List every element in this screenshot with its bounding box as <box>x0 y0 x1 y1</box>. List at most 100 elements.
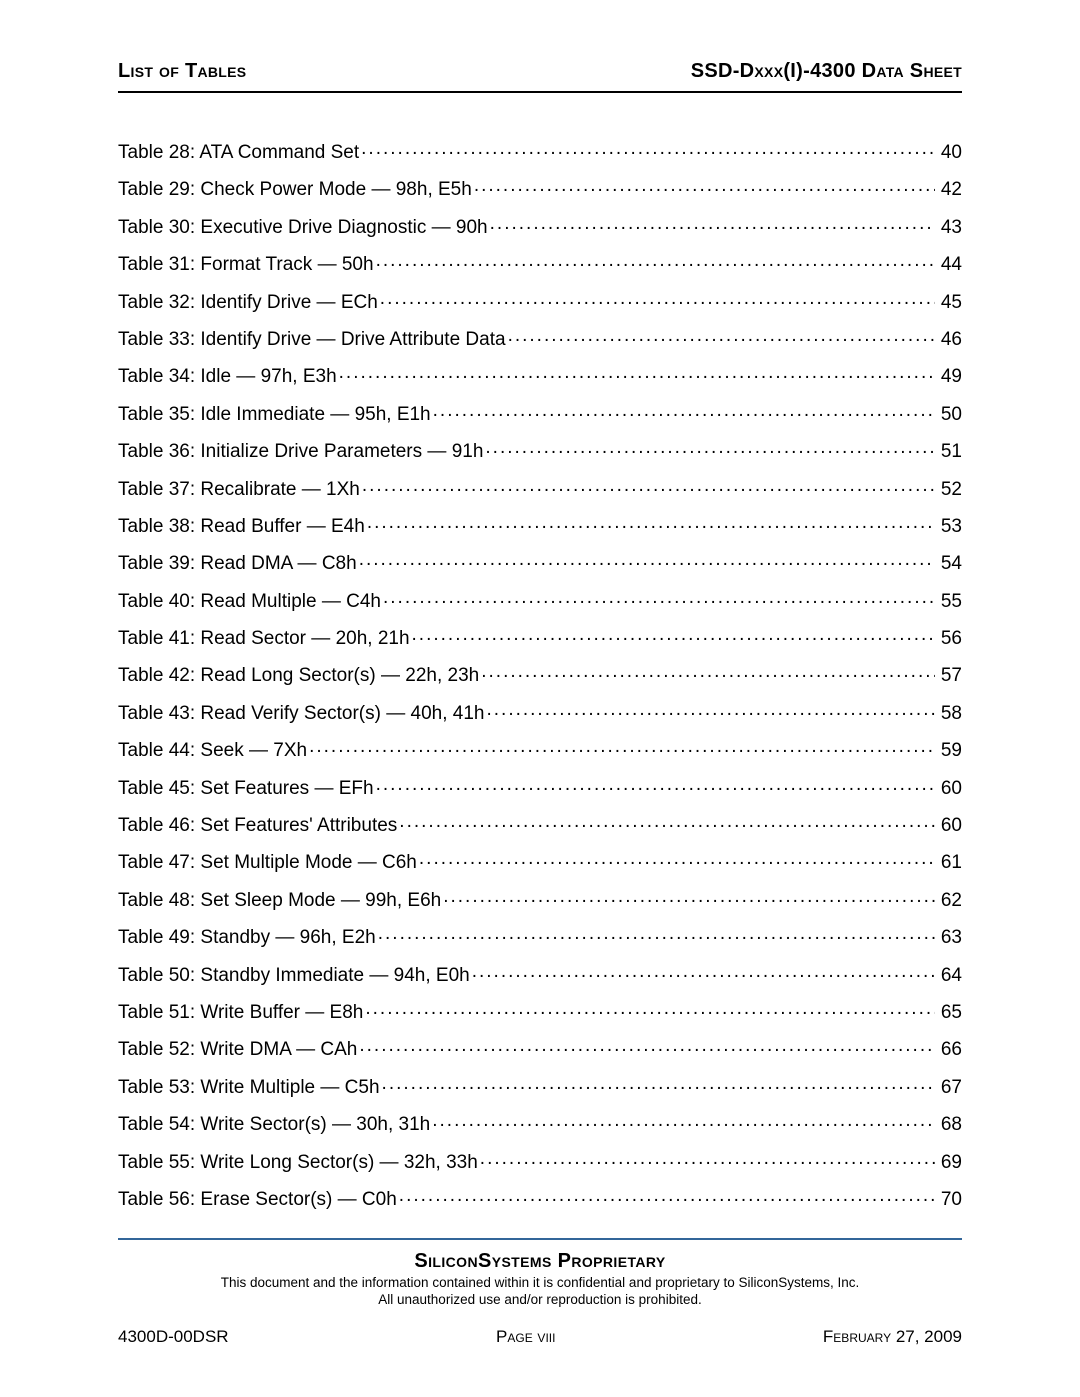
toc-page: 58 <box>937 704 962 723</box>
toc-row: Table 43: Read Verify Sector(s) — 40h, 4… <box>118 700 962 723</box>
toc-row: Table 53: Write Multiple — C5h 67 <box>118 1074 962 1097</box>
toc-row: Table 44: Seek — 7Xh59 <box>118 737 962 760</box>
toc-row: Table 38: Read Buffer — E4h53 <box>118 513 962 536</box>
toc-page: 64 <box>937 966 962 985</box>
toc-label: Table 55: Write Long Sector(s) — 32h, 33… <box>118 1153 478 1172</box>
toc-row: Table 32: Identify Drive — ECh 45 <box>118 289 962 312</box>
toc-label: Table 43: Read Verify Sector(s) — 40h, 4… <box>118 704 484 723</box>
toc-label: Table 51: Write Buffer — E8h <box>118 1003 363 1022</box>
toc-leader-dots <box>378 924 935 943</box>
toc-page: 52 <box>937 480 962 499</box>
toc-page: 60 <box>937 816 962 835</box>
toc-page: 50 <box>937 405 962 424</box>
toc-row: Table 45: Set Features — EFh 60 <box>118 775 962 798</box>
toc-label: Table 37: Recalibrate — 1Xh <box>118 480 360 499</box>
toc-leader-dots <box>433 401 935 420</box>
toc-row: Table 40: Read Multiple — C4h55 <box>118 588 962 611</box>
toc-page: 57 <box>937 666 962 685</box>
toc-leader-dots <box>376 251 935 270</box>
toc-leader-dots <box>419 849 935 868</box>
toc-row: Table 46: Set Features' Attributes 60 <box>118 812 962 835</box>
toc-leader-dots <box>376 775 935 794</box>
toc-row: Table 42: Read Long Sector(s) — 22h, 23h… <box>118 662 962 685</box>
toc-row: Table 48: Set Sleep Mode — 99h, E6h 62 <box>118 887 962 910</box>
toc-leader-dots <box>480 1149 935 1168</box>
toc-label: Table 53: Write Multiple — C5h <box>118 1078 380 1097</box>
toc-leader-dots <box>359 550 935 569</box>
list-of-tables: Table 28: ATA Command Set 40 Table 29: Che… <box>118 93 962 1238</box>
toc-label: Table 49: Standby — 96h, E2h <box>118 928 376 947</box>
toc-page: 69 <box>937 1153 962 1172</box>
toc-row: Table 30: Executive Drive Diagnostic — 9… <box>118 214 962 237</box>
toc-label: Table 30: Executive Drive Diagnostic — 9… <box>118 218 488 237</box>
toc-row: Table 34: Idle — 97h, E3h49 <box>118 363 962 386</box>
toc-page: 65 <box>937 1003 962 1022</box>
toc-leader-dots <box>472 962 935 981</box>
toc-label: Table 46: Set Features' Attributes <box>118 816 397 835</box>
toc-page: 56 <box>937 629 962 648</box>
toc-page: 53 <box>937 517 962 536</box>
toc-leader-dots <box>490 214 935 233</box>
toc-leader-dots <box>485 438 934 457</box>
toc-label: Table 56: Erase Sector(s) — C0h <box>118 1190 397 1209</box>
toc-leader-dots <box>365 999 934 1018</box>
toc-page: 40 <box>937 143 962 162</box>
toc-page: 42 <box>937 180 962 199</box>
toc-page: 68 <box>937 1115 962 1134</box>
toc-row: Table 31: Format Track — 50h44 <box>118 251 962 274</box>
toc-leader-dots <box>474 176 935 195</box>
toc-row: Table 37: Recalibrate — 1Xh 52 <box>118 476 962 499</box>
toc-row: Table 52: Write DMA — CAh 66 <box>118 1036 962 1059</box>
toc-leader-dots <box>380 289 935 308</box>
toc-row: Table 28: ATA Command Set 40 <box>118 139 962 162</box>
toc-label: Table 32: Identify Drive — ECh <box>118 293 378 312</box>
toc-page: 60 <box>937 779 962 798</box>
footer-doc-id: 4300D-00DSR <box>118 1327 229 1347</box>
toc-page: 43 <box>937 218 962 237</box>
toc-leader-dots <box>382 1074 935 1093</box>
toc-label: Table 48: Set Sleep Mode — 99h, E6h <box>118 891 441 910</box>
toc-page: 66 <box>937 1040 962 1059</box>
footer-row: 4300D-00DSR Page viii February 27, 2009 <box>118 1327 962 1347</box>
toc-label: Table 42: Read Long Sector(s) — 22h, 23h <box>118 666 479 685</box>
toc-page: 54 <box>937 554 962 573</box>
toc-leader-dots <box>412 625 935 644</box>
toc-page: 59 <box>937 741 962 760</box>
toc-leader-dots <box>367 513 935 532</box>
toc-label: Table 45: Set Features — EFh <box>118 779 374 798</box>
toc-page: 45 <box>937 293 962 312</box>
toc-row: Table 33: Identify Drive — Drive Attribu… <box>118 326 962 349</box>
toc-row: Table 39: Read DMA — C8h54 <box>118 550 962 573</box>
toc-row: Table 41: Read Sector — 20h, 21h 56 <box>118 625 962 648</box>
toc-leader-dots <box>443 887 935 906</box>
toc-page: 46 <box>937 330 962 349</box>
toc-label: Table 54: Write Sector(s) — 30h, 31h <box>118 1115 430 1134</box>
toc-row: Table 56: Erase Sector(s) — C0h 70 <box>118 1186 962 1209</box>
footer-note-line2: All unauthorized use and/or reproduction… <box>378 1292 701 1307</box>
toc-label: Table 28: ATA Command Set <box>118 143 359 162</box>
footer-title: SiliconSystems Proprietary <box>118 1250 962 1273</box>
toc-label: Table 29: Check Power Mode — 98h, E5h <box>118 180 472 199</box>
toc-page: 62 <box>937 891 962 910</box>
page-header: List of Tables SSD-Dxxx(I)-4300 Data She… <box>118 60 962 93</box>
toc-leader-dots <box>399 812 935 831</box>
toc-label: Table 36: Initialize Drive Parameters — … <box>118 442 483 461</box>
toc-row: Table 50: Standby Immediate — 94h, E0h64 <box>118 962 962 985</box>
toc-label: Table 41: Read Sector — 20h, 21h <box>118 629 410 648</box>
toc-row: Table 36: Initialize Drive Parameters — … <box>118 438 962 461</box>
toc-row: Table 51: Write Buffer — E8h 65 <box>118 999 962 1022</box>
toc-row: Table 55: Write Long Sector(s) — 32h, 33… <box>118 1149 962 1172</box>
toc-leader-dots <box>361 139 935 158</box>
toc-leader-dots <box>432 1111 935 1130</box>
toc-page: 67 <box>937 1078 962 1097</box>
toc-row: Table 35: Idle Immediate — 95h, E1h50 <box>118 401 962 424</box>
header-left: List of Tables <box>118 60 246 83</box>
toc-page: 51 <box>937 442 962 461</box>
toc-row: Table 54: Write Sector(s) — 30h, 31h 68 <box>118 1111 962 1134</box>
toc-leader-dots <box>486 700 934 719</box>
toc-page: 70 <box>937 1190 962 1209</box>
toc-page: 61 <box>937 853 962 872</box>
toc-label: Table 52: Write DMA — CAh <box>118 1040 357 1059</box>
header-right: SSD-Dxxx(I)-4300 Data Sheet <box>691 60 962 83</box>
toc-leader-dots <box>309 737 935 756</box>
